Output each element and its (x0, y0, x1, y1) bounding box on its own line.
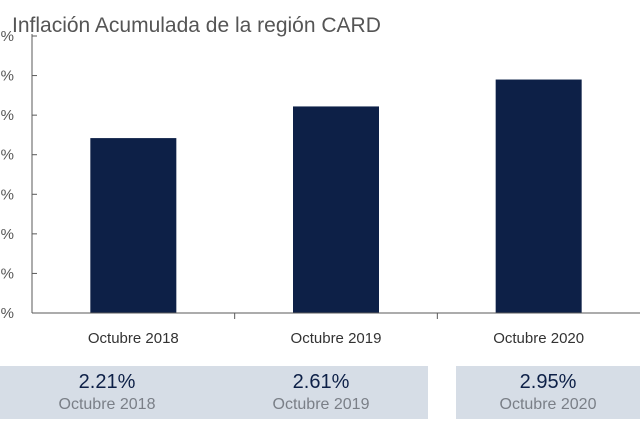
summary-card-2018: 2.21% Octubre 2018 (0, 366, 214, 419)
summary-card-2019: 2.61% Octubre 2019 (214, 366, 428, 419)
summary-card-label: Octubre 2018 (58, 396, 156, 413)
bar (293, 106, 379, 314)
summary-card-value: 2.61% (292, 371, 350, 393)
x-tick-label: Octubre 2020 (493, 330, 584, 347)
summary-card-value: 2.21% (78, 371, 136, 393)
y-tick-label: % (1, 28, 14, 45)
y-tick-label: % (1, 107, 14, 124)
summary-card-label: Octubre 2019 (272, 396, 370, 413)
chart-title: Inflación Acumulada de la región CARD (12, 14, 381, 37)
y-tick-label: % (1, 305, 14, 322)
y-tick-label: % (1, 68, 14, 85)
bars (90, 79, 582, 314)
x-tick-label: Octubre 2019 (291, 330, 382, 347)
x-axis: Octubre 2018 Octubre 2019 Octubre 2020 (32, 312, 640, 347)
summary-card-value: 2.95% (519, 371, 577, 393)
y-tick-label: % (1, 186, 14, 203)
y-tick-label: % (1, 147, 14, 164)
y-tick-label: % (1, 265, 14, 282)
bar-chart: %%%%%%%% Octubre 2018 Octubre 2019 Octubre… (1, 28, 640, 347)
bar (495, 79, 582, 314)
summary-card-label: Octubre 2020 (499, 396, 597, 413)
bar (90, 138, 177, 313)
y-tick-label: % (1, 226, 14, 243)
x-tick-label: Octubre 2018 (88, 330, 179, 347)
y-axis: %%%%%%%% (1, 28, 37, 322)
summary-card-2020: 2.95% Octubre 2020 (456, 366, 640, 419)
